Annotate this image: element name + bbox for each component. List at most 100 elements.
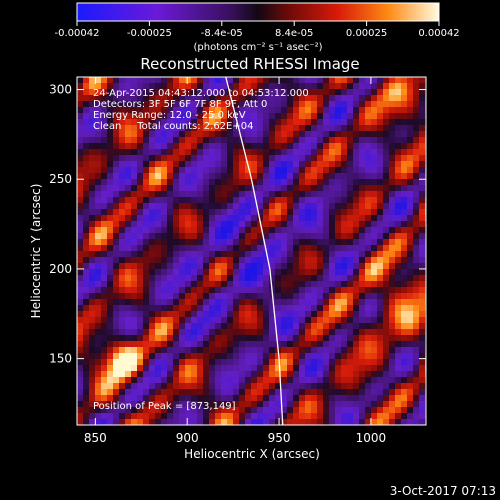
heatmap-cell [185,191,191,197]
heatmap-cell [113,317,119,323]
heatmap-cell [101,413,107,419]
heatmap-cell [227,389,233,395]
heatmap-cell [239,107,245,113]
heatmap-cell [347,365,353,371]
heatmap-cell [233,305,239,311]
heatmap-cell [185,155,191,161]
heatmap-cell [203,323,209,329]
heatmap-cell [293,137,299,143]
heatmap-cell [125,371,131,377]
heatmap-cell [95,407,101,413]
heatmap-cell [413,149,419,155]
heatmap-cell [299,131,305,137]
heatmap-cell [311,227,317,233]
heatmap-cell [215,131,221,137]
heatmap-cell [149,101,155,107]
heatmap-cell [359,221,365,227]
heatmap-cell [137,161,143,167]
heatmap-cell [275,95,281,101]
heatmap-cell [167,161,173,167]
heatmap-cell [371,215,377,221]
heatmap-cell [389,419,395,425]
heatmap-cell [119,209,125,215]
heatmap-cell [191,311,197,317]
heatmap-cell [413,173,419,179]
heatmap-cell [395,101,401,107]
heatmap-cell [251,275,257,281]
heatmap-cell [185,113,191,119]
heatmap-cell [179,305,185,311]
heatmap-cell [89,287,95,293]
heatmap-cell [155,215,161,221]
heatmap-cell [323,239,329,245]
heatmap-cell [131,191,137,197]
heatmap-cell [299,329,305,335]
heatmap-cell [227,149,233,155]
heatmap-cell [185,95,191,101]
heatmap-cell [269,359,275,365]
heatmap-cell [101,389,107,395]
heatmap-cell [401,77,407,83]
heatmap-cell [377,245,383,251]
heatmap-cell [389,383,395,389]
heatmap-cell [257,293,263,299]
heatmap-cell [347,149,353,155]
heatmap-cell [167,365,173,371]
heatmap-cell [299,383,305,389]
heatmap-cell [209,323,215,329]
heatmap-cell [143,143,149,149]
heatmap-cell [149,275,155,281]
heatmap-cell [341,155,347,161]
heatmap-cell [77,413,83,419]
heatmap-cell [161,353,167,359]
heatmap-cell [131,347,137,353]
heatmap-cell [101,167,107,173]
heatmap-cell [269,179,275,185]
heatmap-cell [323,101,329,107]
heatmap-cell [143,83,149,89]
heatmap-cell [377,263,383,269]
heatmap-cell [149,359,155,365]
heatmap-cell [389,293,395,299]
heatmap-cell [101,185,107,191]
heatmap-cell [221,77,227,83]
heatmap-cell [149,305,155,311]
heatmap-cell [269,395,275,401]
heatmap-cell [107,263,113,269]
heatmap-cell [83,347,89,353]
heatmap-cell [401,329,407,335]
colorbar-ticks: -0.00042 -0.00025 -8.4e-05 8.4e-05 0.00025 0.… [55,21,460,39]
heatmap-cell [131,215,137,221]
heatmap-cell [233,395,239,401]
heatmap-cell [179,251,185,257]
heatmap-cell [311,299,317,305]
heatmap-cell [161,95,167,101]
heatmap-cell [191,395,197,401]
heatmap-cell [161,245,167,251]
heatmap-cell [83,407,89,413]
heatmap-cell [383,161,389,167]
heatmap-cell [185,389,191,395]
heatmap-cell [281,401,287,407]
heatmap-cell [191,299,197,305]
heatmap-cell [383,155,389,161]
heatmap-cell [359,149,365,155]
heatmap-cell [251,179,257,185]
heatmap-cell [401,341,407,347]
heatmap-cell [197,185,203,191]
heatmap-cell [221,359,227,365]
heatmap-cell [377,77,383,83]
heatmap-cell [185,167,191,173]
heatmap-cell [215,107,221,113]
heatmap-cell [227,263,233,269]
heatmap-cell [329,257,335,263]
heatmap-cell [365,173,371,179]
heatmap-cell [347,197,353,203]
heatmap-cell [281,167,287,173]
heatmap-cell [401,227,407,233]
heatmap-cell [311,83,317,89]
heatmap-cell [359,155,365,161]
heatmap-cell [299,389,305,395]
heatmap-cell [323,95,329,101]
heatmap-cell [269,113,275,119]
